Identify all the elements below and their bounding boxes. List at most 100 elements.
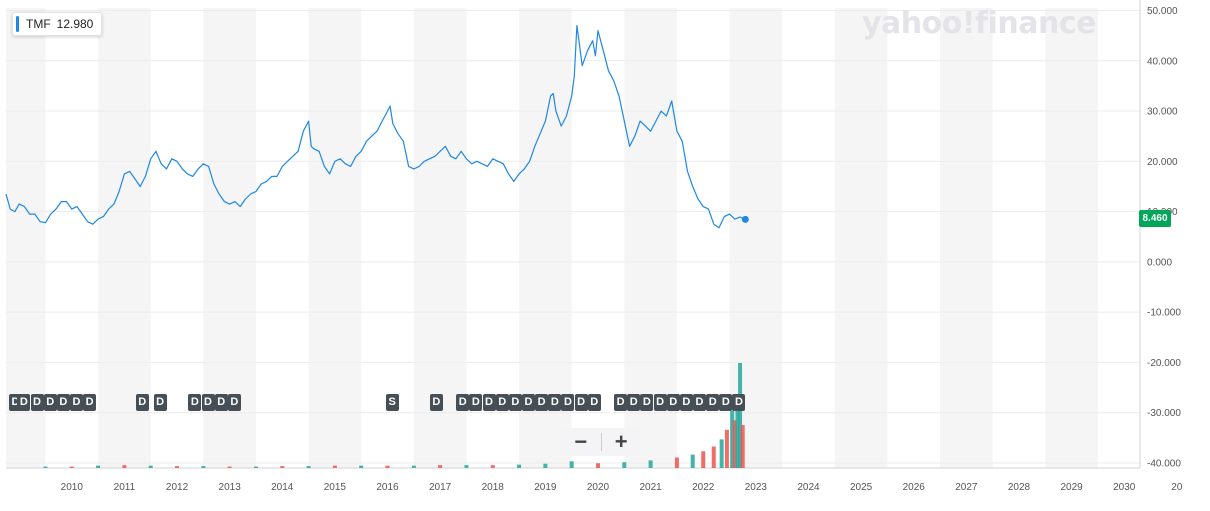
volume-bar bbox=[490, 465, 495, 468]
volume-bar bbox=[735, 401, 740, 468]
volume-bar bbox=[69, 466, 74, 468]
volume-bar bbox=[253, 466, 258, 468]
dividend-event-badge[interactable]: D bbox=[614, 394, 628, 411]
dividend-event-badge[interactable]: D bbox=[693, 394, 707, 411]
x-tick-label: 2028 bbox=[1008, 482, 1031, 493]
dividend-event-badge[interactable]: D bbox=[188, 394, 202, 411]
series-color-swatch bbox=[16, 16, 19, 32]
zoom-out-button[interactable]: − bbox=[574, 429, 588, 454]
dividend-event-badge[interactable]: D bbox=[706, 394, 720, 411]
volume-bar bbox=[517, 464, 522, 468]
volume-bar bbox=[719, 439, 724, 468]
dividend-event-badge[interactable]: D bbox=[456, 394, 470, 411]
dividend-event-badge[interactable]: D bbox=[508, 394, 522, 411]
volume-bar bbox=[201, 466, 206, 468]
dividend-event-badge[interactable]: D bbox=[201, 394, 215, 411]
x-tick-label: 2016 bbox=[376, 482, 399, 493]
dividend-event-badge[interactable]: D bbox=[83, 394, 97, 411]
dividend-event-badge[interactable]: D bbox=[43, 394, 57, 411]
dividend-event-badge[interactable]: D bbox=[30, 394, 44, 411]
x-tick-label: 2010 bbox=[61, 482, 84, 493]
volume-bar bbox=[359, 465, 364, 468]
x-tick-label: 2021 bbox=[639, 482, 662, 493]
dividend-event-badge[interactable]: D bbox=[227, 394, 241, 411]
dividend-event-badge[interactable]: D bbox=[666, 394, 680, 411]
volume-bar bbox=[732, 420, 737, 468]
volume-bar bbox=[438, 465, 443, 468]
dividend-event-badge[interactable]: D bbox=[469, 394, 483, 411]
volume-bar bbox=[740, 425, 745, 468]
y-tick-label: -30.000 bbox=[1147, 408, 1181, 419]
x-tick-label: 2014 bbox=[271, 482, 294, 493]
volume-bar bbox=[96, 465, 101, 468]
dividend-event-badge[interactable]: D bbox=[69, 394, 83, 411]
x-tick-label: 2025 bbox=[850, 482, 873, 493]
volume-bar bbox=[730, 410, 735, 468]
volume-bar bbox=[569, 461, 574, 468]
split-event-badge[interactable]: S bbox=[385, 394, 399, 411]
dividend-event-badge[interactable]: D bbox=[732, 394, 746, 411]
dividend-event-badge[interactable]: D bbox=[429, 394, 443, 411]
year-band bbox=[6, 8, 46, 468]
volume-bar bbox=[701, 451, 706, 468]
dividend-event-badge[interactable]: D bbox=[535, 394, 549, 411]
dividend-event-badge[interactable]: D bbox=[56, 394, 70, 411]
volume-bar bbox=[724, 429, 729, 468]
dividend-event-badge[interactable]: D bbox=[653, 394, 667, 411]
x-tick-label: 2019 bbox=[534, 482, 557, 493]
volume-bar bbox=[648, 460, 653, 468]
volume-bar bbox=[738, 363, 743, 468]
dividend-event-badge[interactable]: D bbox=[574, 394, 588, 411]
year-band bbox=[98, 8, 151, 468]
volume-bar bbox=[122, 465, 127, 468]
volume-bar bbox=[690, 454, 695, 468]
dividend-event-badge[interactable]: D bbox=[561, 394, 575, 411]
last-price-tag: 8.460 bbox=[1139, 210, 1171, 227]
year-band bbox=[203, 8, 256, 468]
dividend-event-badge[interactable]: D bbox=[17, 394, 31, 411]
volume-bar bbox=[622, 462, 627, 468]
dividend-event-badge[interactable]: D bbox=[548, 394, 562, 411]
year-band bbox=[834, 8, 888, 468]
dividend-event-badge[interactable]: D bbox=[587, 394, 601, 411]
y-tick-label: -10.000 bbox=[1147, 308, 1181, 319]
volume-bar bbox=[280, 466, 285, 468]
volume-bar bbox=[711, 446, 716, 468]
year-band bbox=[1045, 8, 1098, 468]
dividend-event-badge[interactable]: D bbox=[627, 394, 641, 411]
x-tick-label: 2022 bbox=[692, 482, 715, 493]
series-legend[interactable]: TMF 12.980 bbox=[12, 12, 103, 36]
x-tick-label: 2017 bbox=[429, 482, 452, 493]
year-band bbox=[413, 8, 467, 468]
dividend-event-badge[interactable]: D bbox=[679, 394, 693, 411]
volume-bar bbox=[332, 465, 337, 468]
x-tick-label: 2026 bbox=[903, 482, 926, 493]
x-tick-label: 2023 bbox=[745, 482, 768, 493]
dividend-event-badge[interactable]: D bbox=[153, 394, 167, 411]
last-price-dot bbox=[741, 215, 749, 223]
x-tick-label: 20 bbox=[1171, 482, 1183, 493]
volume-bar bbox=[674, 457, 679, 468]
volume-bar bbox=[227, 466, 232, 468]
x-tick-label: 2018 bbox=[482, 482, 505, 493]
zoom-in-button[interactable]: + bbox=[614, 429, 628, 454]
y-tick-label: 0.000 bbox=[1147, 257, 1172, 268]
y-tick-label: -20.000 bbox=[1147, 358, 1181, 369]
price-line bbox=[5, 25, 746, 229]
y-tick-label: -40.000 bbox=[1147, 458, 1181, 469]
dividend-event-badge[interactable]: D bbox=[214, 394, 228, 411]
dividend-event-badge[interactable]: D bbox=[640, 394, 654, 411]
volume-bar bbox=[595, 463, 600, 468]
dividend-event-badge[interactable]: D bbox=[522, 394, 535, 411]
dividend-event-badge[interactable]: D bbox=[495, 394, 509, 411]
volume-bar bbox=[543, 463, 548, 468]
dividend-event-badge[interactable]: D bbox=[482, 394, 496, 411]
y-tick-label: 30.000 bbox=[1147, 107, 1178, 118]
dividend-event-badge[interactable]: D bbox=[719, 394, 733, 411]
zoom-controls: − + bbox=[561, 428, 641, 456]
x-tick-label: 2030 bbox=[1113, 482, 1136, 493]
volume-bar bbox=[411, 465, 416, 468]
dividend-event-badge[interactable]: D bbox=[135, 394, 149, 411]
x-tick-label: 2015 bbox=[324, 482, 347, 493]
